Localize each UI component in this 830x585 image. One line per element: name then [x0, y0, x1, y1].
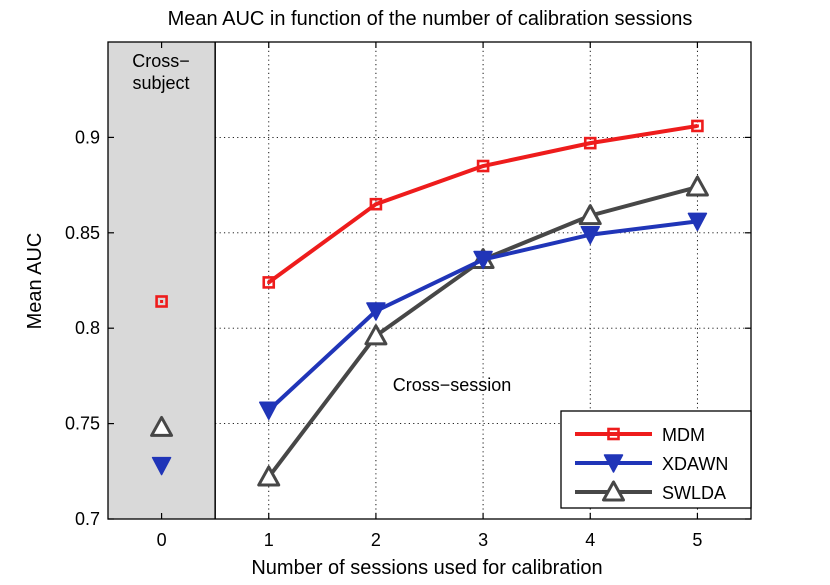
point-xdawn — [687, 212, 708, 232]
x-tick-label: 1 — [264, 530, 274, 550]
legend-marker-xdawn — [603, 454, 624, 473]
point-swlda-shape — [578, 204, 602, 226]
point-mdm-outer — [691, 119, 704, 133]
y-tick-label: 0.7 — [75, 509, 100, 529]
axes-frame — [107, 41, 752, 520]
point-mdm-outer — [262, 276, 276, 289]
point-mdm-inner — [374, 202, 378, 206]
tick-labels: 0 1 2 3 4 5 0.7 0.75 0.8 0.85 0.9 — [65, 127, 702, 550]
series-mdm — [262, 119, 704, 289]
cross-subject-region — [108, 42, 216, 519]
legend-marker-mdm-inner — [612, 432, 615, 436]
y-tick-label: 0.75 — [65, 414, 100, 434]
point-mdm-inner — [267, 280, 271, 284]
legend-entry-mdm: MDM — [575, 425, 705, 445]
point-xdawn — [473, 250, 493, 270]
point-xdawn — [580, 225, 600, 245]
cross-subject-point-swlda — [150, 415, 174, 437]
point-swlda-shape — [685, 175, 709, 197]
x-tick-label: 2 — [371, 530, 381, 550]
series-layer — [257, 119, 709, 487]
cross-subject-points — [150, 295, 174, 476]
y-axis-label: Mean AUC — [24, 233, 46, 330]
point-mdm — [583, 136, 597, 150]
x-tick-label: 4 — [585, 530, 595, 550]
cross-subject-point-mdm — [155, 295, 168, 308]
point-xdawn — [259, 401, 279, 420]
cross-subject-label-line1: Cross− — [132, 51, 190, 71]
point-mdm-inner — [588, 141, 592, 145]
point-swlda — [578, 204, 602, 226]
point-mdm-outer — [583, 136, 597, 150]
series-xdawn — [259, 212, 708, 420]
point-mdm — [691, 119, 704, 133]
legend-marker-swlda — [602, 480, 625, 502]
point-xdawn — [366, 302, 386, 321]
legend-marker-mdm — [607, 427, 620, 441]
point-swlda — [257, 465, 281, 487]
x-tick-label: 5 — [692, 530, 702, 550]
point-swlda — [685, 175, 709, 197]
point-swlda — [364, 324, 388, 346]
y-tick-label: 0.85 — [65, 223, 100, 243]
legend-marker-mdm-outer — [607, 427, 620, 441]
point-mdm-outer — [476, 159, 490, 173]
x-tick-label: 0 — [157, 530, 167, 550]
point-mdm — [369, 197, 383, 211]
legend-items: MDM XDAWN SWLDA — [575, 425, 728, 503]
y-tick-label: 0.9 — [75, 127, 100, 147]
legend-label-mdm: MDM — [662, 425, 705, 445]
point-mdm-outer — [369, 197, 383, 211]
cross-subject-point-mdm-outer — [155, 295, 168, 308]
legend-label-swlda: SWLDA — [662, 483, 726, 503]
y-tick-label: 0.8 — [75, 318, 100, 338]
cross-session-label: Cross−session — [393, 375, 512, 395]
x-axis-label: Number of sessions used for calibration — [251, 557, 602, 579]
point-mdm — [476, 159, 490, 173]
point-swlda-shape — [364, 324, 388, 346]
legend-label-xdawn: XDAWN — [662, 454, 728, 474]
cross-subject-label-line2: subject — [132, 73, 189, 93]
cross-subject-point-mdm-inner — [160, 299, 164, 303]
point-swlda-shape — [257, 465, 281, 487]
cross-subject-point-xdawn — [151, 456, 172, 476]
point-mdm-inner — [695, 124, 699, 128]
legend: MDM XDAWN SWLDA — [560, 410, 752, 509]
point-mdm-inner — [481, 164, 485, 168]
legend-entry-xdawn: XDAWN — [575, 454, 728, 474]
legend-entry-swlda: SWLDA — [575, 480, 726, 503]
x-tick-label: 3 — [478, 530, 488, 550]
chart-title: Mean AUC in function of the number of ca… — [168, 8, 693, 30]
point-mdm — [262, 276, 276, 289]
